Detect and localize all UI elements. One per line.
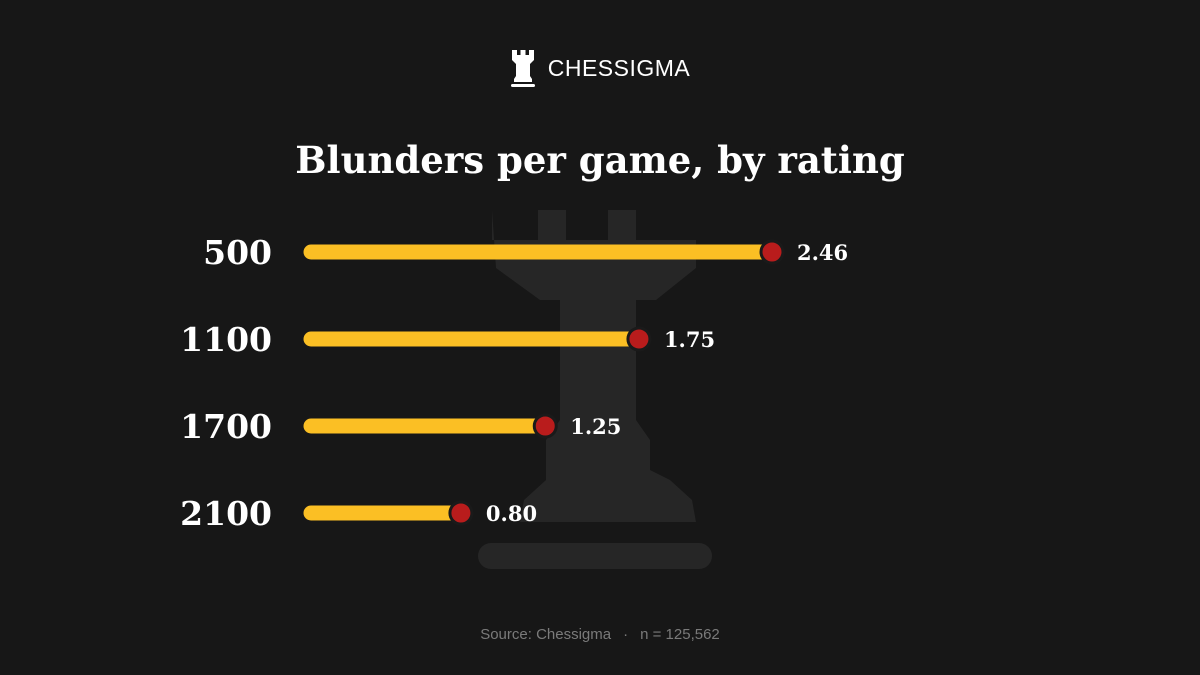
bar-end-marker xyxy=(532,413,558,439)
bar-end-marker xyxy=(759,239,785,265)
category-label: 2100 xyxy=(180,494,272,533)
category-label: 500 xyxy=(203,233,272,272)
category-label: 1700 xyxy=(180,407,272,446)
brand-header: CHESSIGMA xyxy=(0,48,1200,88)
value-label: 1.25 xyxy=(570,414,621,439)
source-text: Source: Chessigma xyxy=(480,626,612,643)
bar-end-marker xyxy=(448,500,474,526)
rook-icon xyxy=(510,48,536,88)
chart-title: Blunders per game, by rating xyxy=(295,138,905,182)
sample-size-text: n = 125,562 xyxy=(640,626,720,643)
value-label: 1.75 xyxy=(664,327,715,352)
rook-watermark-icon xyxy=(478,210,712,569)
brand-name: CHESSIGMA xyxy=(547,54,691,81)
value-label: 2.46 xyxy=(797,240,848,265)
bar-end-marker xyxy=(626,326,652,352)
separator-dot: · xyxy=(623,626,629,643)
value-label: 0.80 xyxy=(486,501,537,526)
category-label: 1100 xyxy=(180,320,272,359)
footer-source: Source: Chessigma · n = 125,562 xyxy=(0,626,1200,643)
